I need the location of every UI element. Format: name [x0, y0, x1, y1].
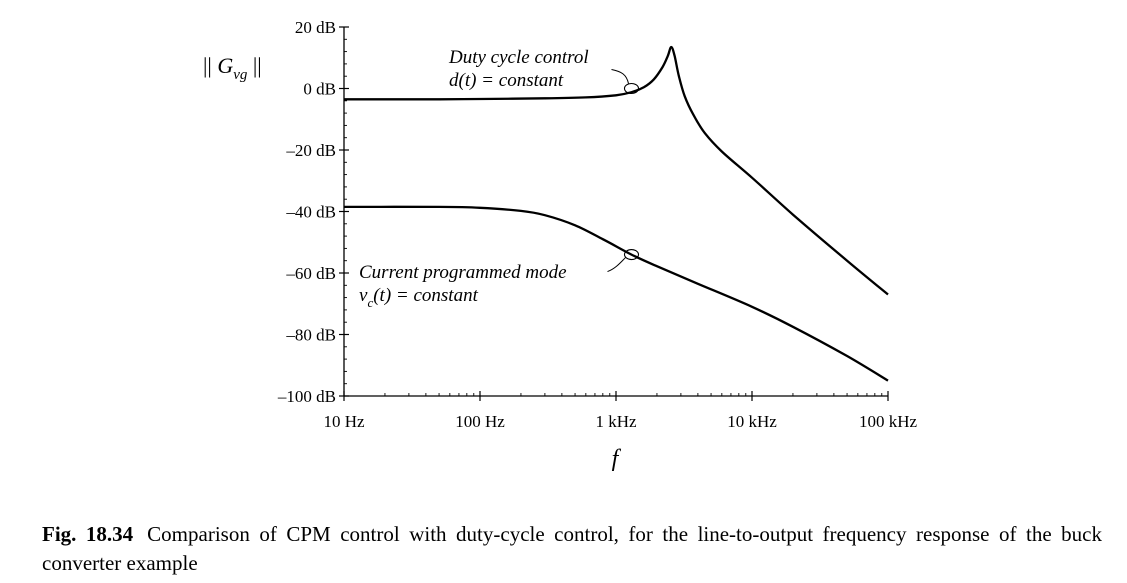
y-tick-label: –80 dB	[285, 326, 336, 345]
y-tick-label: –60 dB	[285, 264, 336, 283]
y-tick-label: 20 dB	[295, 18, 336, 37]
x-tick-label: 100 kHz	[859, 412, 918, 431]
cpm-annotation-var: v	[359, 285, 368, 306]
caption-text: Comparison of CPM control with duty-cycl…	[42, 522, 1102, 575]
cpm-marker-ellipse	[623, 249, 640, 261]
x-tick-label: 10 Hz	[323, 412, 365, 431]
cpm-annotation-line2: vc(t) = constant	[359, 285, 479, 310]
x-tick-label: 10 kHz	[727, 412, 777, 431]
annotations: Duty cycle control d(t) = constant Curre…	[359, 47, 640, 310]
cpm-curve	[343, 205, 889, 382]
cpm-annotation-line1: Current programmed mode	[359, 262, 567, 283]
duty-annotation-line2: d(t) = constant	[449, 70, 564, 91]
y-axis-label-sub: vg	[233, 67, 248, 83]
axes: 20 dB 0 dB –20 dB –40 dB –60 dB –80 dB –100 dB…	[277, 18, 918, 431]
cpm-annotation-rest: (t) = constant	[373, 285, 478, 306]
y-axis-label-main: G	[217, 53, 233, 78]
x-tick-label: 100 Hz	[455, 412, 505, 431]
y-axis-label-prefix: ||	[203, 53, 217, 78]
y-axis-label: || Gvg ||	[203, 53, 262, 83]
x-axis-label: f	[612, 446, 622, 472]
y-tick-label: –40 dB	[285, 203, 336, 222]
cpm-annotation-sub: c	[367, 295, 373, 310]
cpm-leader-line	[607, 257, 626, 273]
figure-number: Fig. 18.34	[42, 522, 134, 546]
y-tick-label: –20 dB	[285, 141, 336, 160]
y-tick-label: –100 dB	[277, 387, 336, 406]
series-group	[343, 45, 889, 382]
duty-marker-ellipse	[623, 82, 640, 95]
duty-leader-line	[611, 69, 629, 84]
chart: 20 dB 0 dB –20 dB –40 dB –60 dB –80 dB –100 dB…	[203, 18, 918, 472]
x-tick-label: 1 kHz	[595, 412, 637, 431]
duty-annotation-line1: Duty cycle control	[448, 47, 589, 68]
figure-caption: Fig. 18.34 Comparison of CPM control with…	[42, 520, 1102, 578]
y-tick-label: 0 dB	[303, 80, 336, 99]
duty-cycle-curve	[344, 45, 889, 296]
y-axis-label-suffix: ||	[247, 53, 261, 78]
